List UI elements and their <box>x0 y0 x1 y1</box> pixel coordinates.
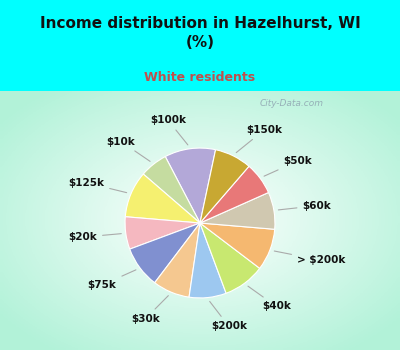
Text: Income distribution in Hazelhurst, WI
(%): Income distribution in Hazelhurst, WI (%… <box>40 16 360 50</box>
Wedge shape <box>165 148 216 223</box>
Wedge shape <box>200 193 275 229</box>
Text: $150k: $150k <box>236 125 282 153</box>
Text: $30k: $30k <box>131 296 168 324</box>
Text: City-Data.com: City-Data.com <box>260 99 324 108</box>
Wedge shape <box>200 223 275 268</box>
Wedge shape <box>125 174 200 223</box>
Text: $60k: $60k <box>278 201 331 211</box>
Text: $50k: $50k <box>264 156 312 176</box>
Wedge shape <box>200 223 260 293</box>
Text: $100k: $100k <box>150 115 188 145</box>
Text: $20k: $20k <box>68 232 121 242</box>
Wedge shape <box>125 217 200 249</box>
Text: $40k: $40k <box>248 286 291 312</box>
Text: $75k: $75k <box>88 270 136 290</box>
Wedge shape <box>200 166 268 223</box>
Text: $10k: $10k <box>107 136 150 161</box>
Text: White residents: White residents <box>144 71 256 84</box>
Wedge shape <box>189 223 226 298</box>
Text: $200k: $200k <box>210 301 247 331</box>
Wedge shape <box>130 223 200 283</box>
Wedge shape <box>155 223 200 297</box>
Wedge shape <box>143 156 200 223</box>
Text: $125k: $125k <box>68 178 127 193</box>
Text: > $200k: > $200k <box>274 251 345 265</box>
Wedge shape <box>200 150 249 223</box>
